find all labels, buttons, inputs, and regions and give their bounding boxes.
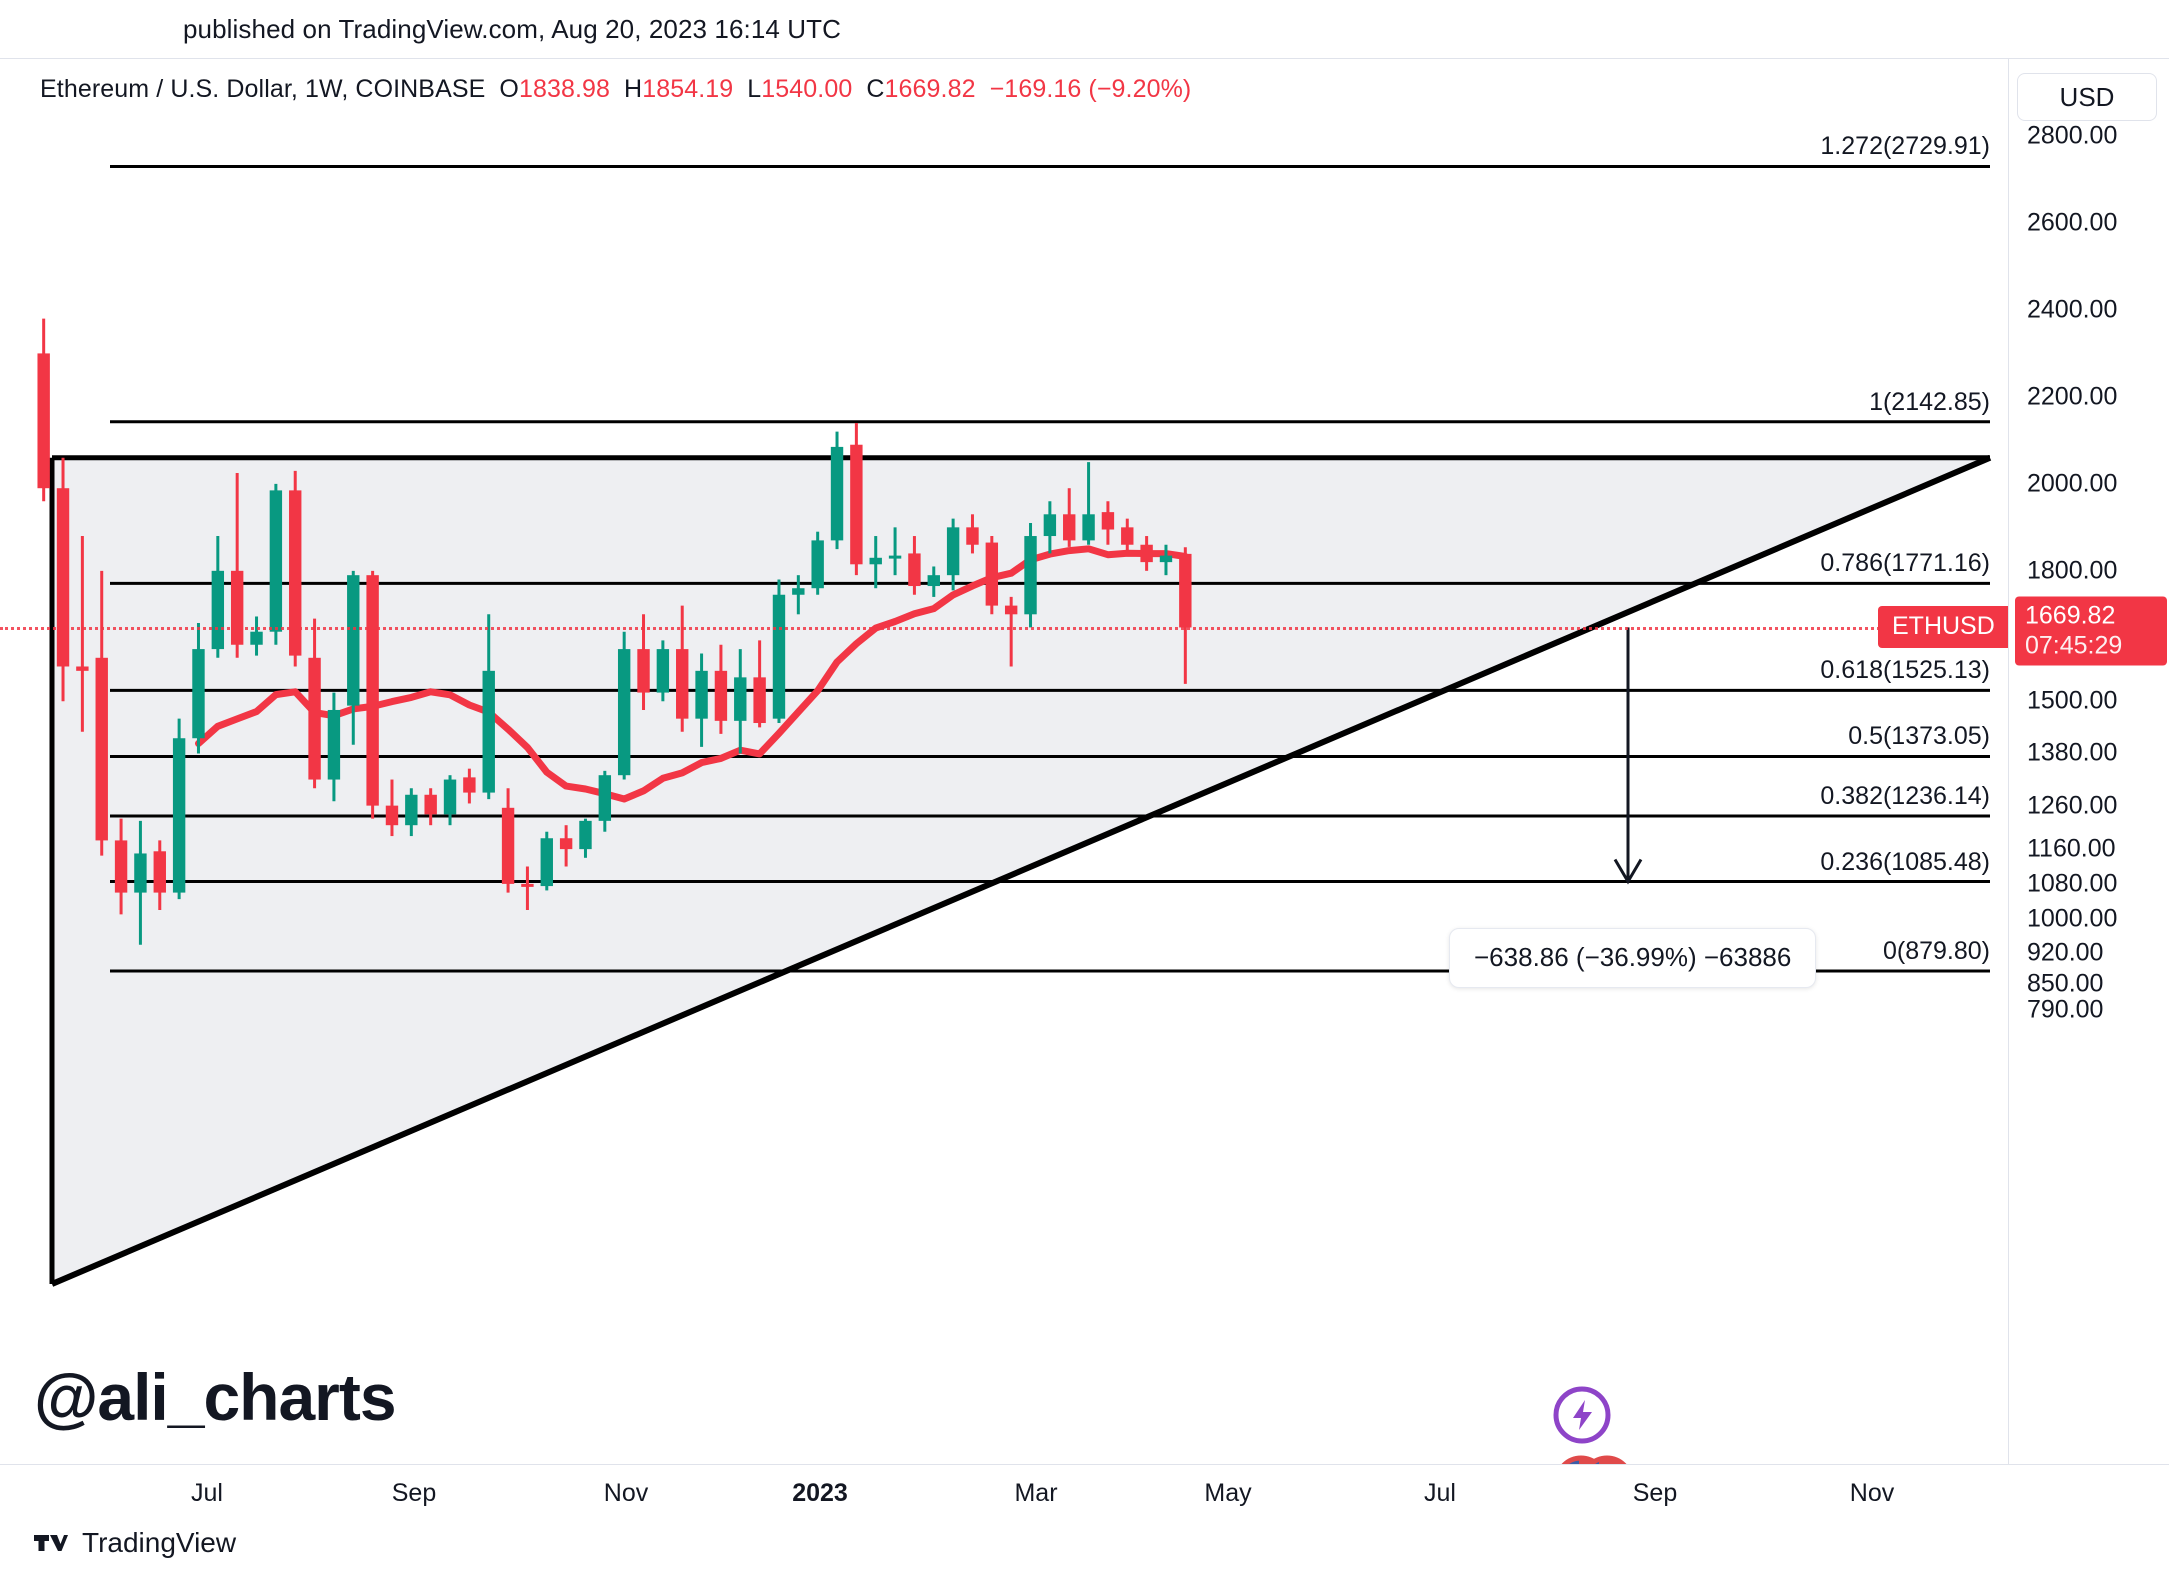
time-axis-tick: May — [1204, 1479, 1252, 1507]
price-axis-tick: 1380.00 — [2027, 738, 2118, 767]
legend-open-label: O — [499, 75, 519, 103]
measurement-tooltip: −638.86 (−36.99%) −63886 — [1449, 927, 1817, 988]
price-axis-tick: 1160.00 — [2027, 834, 2116, 863]
author-watermark: @ali_charts — [34, 1360, 397, 1434]
tradingview-brand: TradingView — [82, 1527, 237, 1558]
price-axis-tick: 2000.00 — [2027, 469, 2118, 498]
fib-level-label: 0.236(1085.48) — [1820, 847, 1990, 876]
chart-canvas — [37, 164, 1992, 1287]
currency-pill[interactable]: USD — [2017, 73, 2157, 121]
legend-change: −169.16 (−9.20%) — [989, 75, 1192, 103]
price-axis-tick: 2200.00 — [2027, 382, 2118, 411]
legend-close-label: C — [866, 75, 885, 103]
current-price-badge: 1669.82 07:45:29 — [2015, 596, 2167, 666]
published-banner: published on TradingView.com, Aug 20, 20… — [0, 0, 2169, 58]
fib-level-label: 1(2142.85) — [1869, 387, 1990, 416]
legend-open-value: 1838.98 — [518, 75, 611, 103]
time-axis-tick: 2023 — [792, 1479, 848, 1507]
symbol-price-tag: ETHUSD — [1878, 606, 2008, 649]
time-axis-tick: Jul — [1424, 1479, 1456, 1507]
time-axis[interactable]: Jul Sep Nov 2023 Mar May Jul Sep Nov — [0, 1464, 2169, 1522]
legend-low-label: L — [747, 75, 762, 103]
tradingview-footer: TradingView — [34, 1527, 236, 1559]
price-axis-tick: 920.00 — [2027, 938, 2104, 967]
current-price-value: 1669.82 — [2025, 601, 2116, 630]
current-price-line — [0, 627, 1880, 631]
price-axis-tick: 850.00 — [2027, 969, 2104, 998]
candlestick-series[interactable] — [37, 318, 1192, 945]
time-axis-tick: Sep — [1632, 1479, 1678, 1507]
time-axis-tick: Mar — [1014, 1479, 1058, 1507]
time-axis-tick: Sep — [391, 1479, 437, 1507]
legend-close-value: 1669.82 — [884, 75, 976, 103]
moving-average-line — [195, 545, 1189, 803]
price-axis-tick: 1000.00 — [2027, 904, 2118, 933]
price-axis-tick: 1800.00 — [2027, 556, 2118, 585]
tradingview-logo-icon — [34, 1535, 68, 1551]
legend-symbol: Ethereum / U.S. Dollar, 1W, COINBASE — [40, 75, 486, 103]
badge-group — [1551, 1384, 1637, 1464]
published-text: published on TradingView.com, Aug 20, 20… — [183, 13, 842, 44]
measurement-arrow — [1613, 627, 1643, 885]
support-trendline — [50, 455, 1992, 1287]
chart-legend: Ethereum / U.S. Dollar, 1W, COINBASE O183… — [40, 75, 1191, 104]
legend-high-label: H — [624, 75, 643, 103]
fib-level-label: 0.618(1525.13) — [1820, 656, 1990, 685]
price-axis-tick: 1260.00 — [2027, 791, 2118, 820]
fib-level-label: 0.5(1373.05) — [1848, 722, 1990, 751]
lightning-badge-icon — [1553, 1386, 1611, 1444]
time-axis-tick: Jul — [191, 1479, 223, 1507]
time-axis-tick: Nov — [603, 1479, 649, 1507]
bar-countdown: 07:45:29 — [2025, 631, 2123, 660]
price-axis-tick: 2600.00 — [2027, 208, 2118, 237]
chart-plot-area[interactable]: ETHUSD 1.272(2729.91) 1(2142.85) 0.786(177… — [0, 59, 2008, 1464]
us-flag-badge-icon — [1557, 1455, 1631, 1464]
price-axis-tick: 2400.00 — [2027, 295, 2118, 324]
price-axis-tick: 2800.00 — [2027, 121, 2118, 150]
price-axis[interactable]: USD 2800.00 2600.00 2400.00 2200.00 2000.00 1… — [2008, 59, 2169, 1464]
fib-level-label: 1.272(2729.91) — [1820, 132, 1990, 161]
price-axis-tick: 1080.00 — [2027, 869, 2118, 898]
legend-low-value: 1540.00 — [761, 75, 853, 103]
chart-frame: ETHUSD 1.272(2729.91) 1(2142.85) 0.786(177… — [0, 58, 2169, 1522]
legend-high-value: 1854.19 — [642, 75, 734, 103]
fib-level-label: 0.786(1771.16) — [1820, 549, 1990, 578]
fib-level-label: 0(879.80) — [1882, 936, 1990, 965]
price-axis-tick: 1500.00 — [2027, 686, 2118, 715]
time-axis-tick: Nov — [1849, 1479, 1895, 1507]
price-axis-tick: 790.00 — [2027, 995, 2104, 1024]
fib-level-label: 0.382(1236.14) — [1820, 782, 1990, 810]
